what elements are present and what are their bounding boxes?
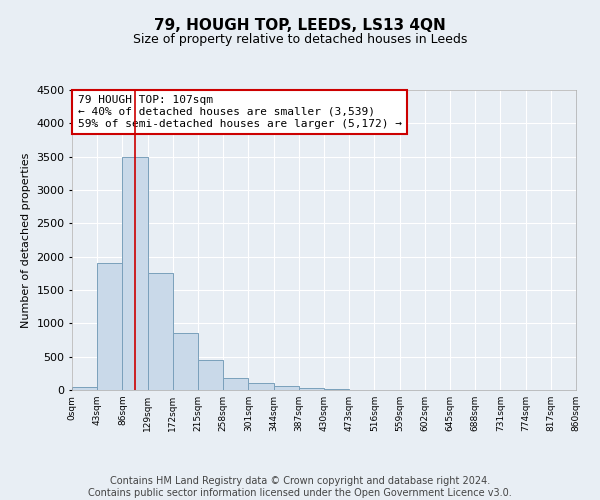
Bar [274,386,299,390]
Bar [173,334,198,390]
Bar [223,378,248,390]
Bar [198,360,223,390]
Bar [97,264,122,390]
Text: 79, HOUGH TOP, LEEDS, LS13 4QN: 79, HOUGH TOP, LEEDS, LS13 4QN [154,18,446,32]
Y-axis label: Number of detached properties: Number of detached properties [20,152,31,328]
Bar [299,388,324,390]
Text: Size of property relative to detached houses in Leeds: Size of property relative to detached ho… [133,32,467,46]
Text: 79 HOUGH TOP: 107sqm
← 40% of detached houses are smaller (3,539)
59% of semi-de: 79 HOUGH TOP: 107sqm ← 40% of detached h… [78,96,402,128]
Bar [122,156,148,390]
Text: Contains HM Land Registry data © Crown copyright and database right 2024.
Contai: Contains HM Land Registry data © Crown c… [88,476,512,498]
Bar [72,386,97,390]
Bar [148,274,173,390]
Bar [248,384,274,390]
